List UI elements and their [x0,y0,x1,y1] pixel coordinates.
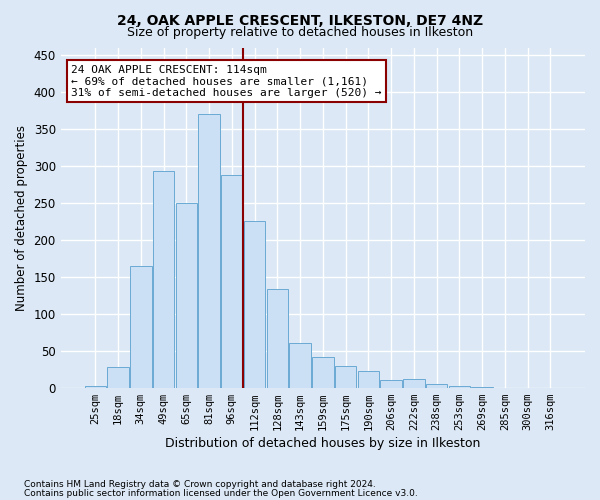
Bar [403,379,425,388]
Bar [244,222,265,388]
Bar [471,387,493,388]
Bar [358,372,379,388]
Bar [130,266,152,388]
Text: Contains public sector information licensed under the Open Government Licence v3: Contains public sector information licen… [24,488,418,498]
Bar [449,386,470,388]
Bar [153,171,175,388]
Bar [266,290,288,388]
Bar [335,366,356,388]
Bar [85,386,106,388]
Bar [107,367,129,388]
Text: Contains HM Land Registry data © Crown copyright and database right 2024.: Contains HM Land Registry data © Crown c… [24,480,376,489]
Bar [176,203,197,388]
Bar [312,356,334,388]
X-axis label: Distribution of detached houses by size in Ilkeston: Distribution of detached houses by size … [165,437,481,450]
Bar [426,384,448,388]
Text: 24 OAK APPLE CRESCENT: 114sqm
← 69% of detached houses are smaller (1,161)
31% o: 24 OAK APPLE CRESCENT: 114sqm ← 69% of d… [71,64,382,98]
Bar [380,380,402,388]
Bar [289,342,311,388]
Bar [198,114,220,388]
Text: Size of property relative to detached houses in Ilkeston: Size of property relative to detached ho… [127,26,473,39]
Y-axis label: Number of detached properties: Number of detached properties [15,124,28,310]
Text: 24, OAK APPLE CRESCENT, ILKESTON, DE7 4NZ: 24, OAK APPLE CRESCENT, ILKESTON, DE7 4N… [117,14,483,28]
Bar [221,174,242,388]
